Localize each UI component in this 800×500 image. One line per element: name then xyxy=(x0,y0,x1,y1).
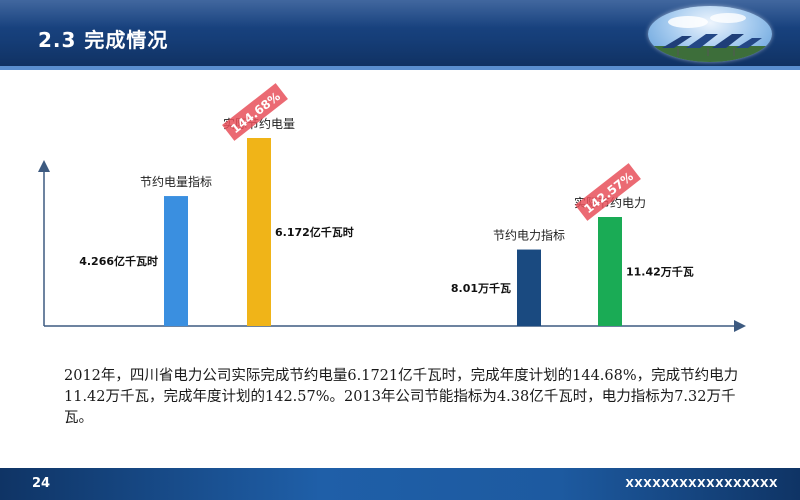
bar-1-1 xyxy=(598,217,622,326)
savings-bar-chart: 节约电量指标4.266亿千瓦时实际节约电量6.172亿千瓦时144.68%节约电… xyxy=(38,83,746,332)
bar-0-0 xyxy=(164,196,188,326)
percent-stamp-0: 144.68% xyxy=(222,83,288,141)
header-bar: 2.3 完成情况 xyxy=(0,0,800,70)
page-title: 2.3 完成情况 xyxy=(38,28,169,52)
footer-text: XXXXXXXXXXXXXXXXX xyxy=(625,477,778,490)
chart-axes xyxy=(38,160,746,332)
page-number: 24 xyxy=(32,476,51,491)
header-accent-line xyxy=(0,66,800,70)
summary-text: 2012年，四川省电力公司实际完成节约电量6.1721亿千瓦时，完成年度计划的1… xyxy=(64,368,739,426)
solar-panels-icon xyxy=(648,13,772,62)
category-label-0-0: 节约电量指标 xyxy=(140,174,212,189)
bar-1-0 xyxy=(517,249,541,326)
category-label-1-0: 节约电力指标 xyxy=(493,228,565,243)
percent-stamp-bg-0 xyxy=(222,83,288,141)
data-label-0-1: 6.172亿千瓦时 xyxy=(275,225,354,239)
data-label-0-0: 4.266亿千瓦时 xyxy=(79,254,158,268)
data-label-1-0: 8.01万千瓦 xyxy=(451,281,511,295)
solar-panels-photo xyxy=(648,6,772,62)
data-label-1-1: 11.42万千瓦 xyxy=(626,265,694,279)
bar-0-1 xyxy=(247,138,271,326)
percent-stamp-1: 142.57% xyxy=(575,163,641,221)
footer-bar: 24 XXXXXXXXXXXXXXXXX xyxy=(0,468,800,500)
percent-stamp-bg-1 xyxy=(575,163,641,221)
